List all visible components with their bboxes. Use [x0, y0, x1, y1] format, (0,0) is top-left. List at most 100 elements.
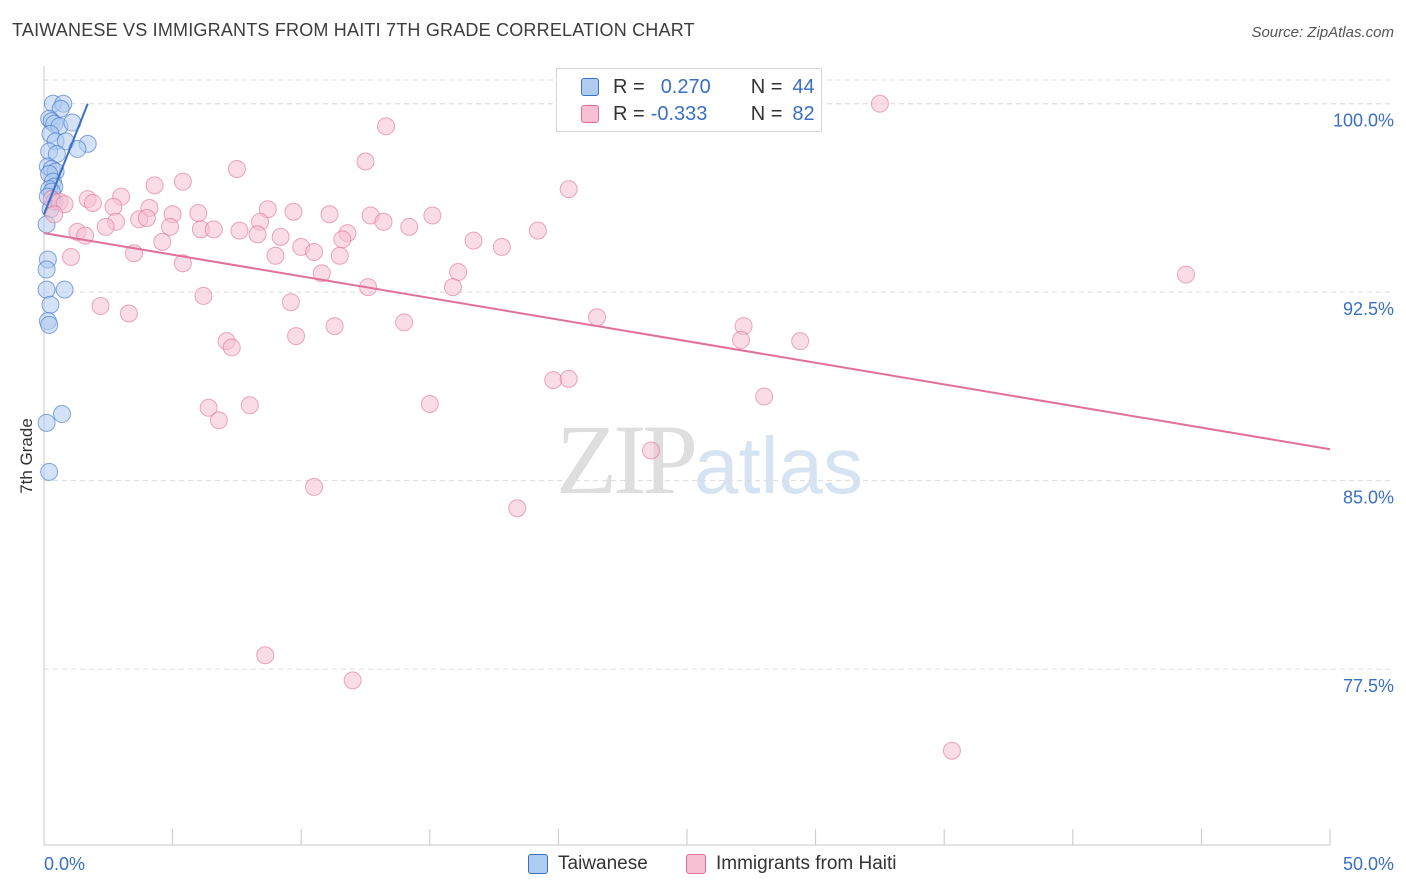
- chart-title: TAIWANESE VS IMMIGRANTS FROM HAITI 7TH G…: [12, 20, 695, 40]
- haiti-point: [343, 671, 362, 690]
- haiti-point: [420, 394, 439, 413]
- taiwanese-point: [41, 295, 60, 314]
- source-credit: Source: ZipAtlas.com: [1251, 24, 1394, 41]
- legend-swatch-haiti: [686, 854, 706, 874]
- haiti-point: [266, 246, 285, 265]
- haiti-point: [199, 398, 218, 417]
- legend-item-taiwanese: Taiwanese: [528, 852, 648, 876]
- taiwanese-point: [37, 413, 56, 432]
- haiti-point: [173, 254, 192, 273]
- haiti-point: [356, 152, 375, 171]
- haiti-point: [209, 411, 228, 430]
- legend-row-taiwanese: R = 0.270 N = 44: [581, 74, 815, 100]
- legend-label-taiwanese: Taiwanese: [558, 853, 648, 874]
- haiti-point: [287, 327, 306, 346]
- haiti-point: [312, 264, 331, 283]
- haiti-point: [137, 209, 156, 228]
- haiti-point: [194, 286, 213, 305]
- haiti-point: [145, 176, 164, 195]
- y-tick-label: 85.0%: [1343, 488, 1394, 508]
- haiti-point: [305, 242, 324, 261]
- haiti-point: [528, 221, 547, 240]
- haiti-point: [374, 212, 393, 231]
- haiti-point: [1176, 265, 1195, 284]
- legend-n-value: 44: [792, 75, 815, 98]
- y-tick-label: 100.0%: [1333, 111, 1394, 131]
- haiti-point: [443, 278, 462, 297]
- haiti-point: [222, 338, 241, 357]
- haiti-trend-line: [43, 232, 1331, 451]
- legend-n-label: N =: [750, 102, 783, 125]
- haiti-point: [492, 237, 511, 256]
- watermark: ZIPatlas: [556, 402, 863, 517]
- haiti-point: [732, 330, 751, 349]
- y-tick-label: 77.5%: [1343, 676, 1394, 696]
- x-tick-label: 50.0%: [1343, 854, 1394, 874]
- haiti-point: [325, 317, 344, 336]
- legend-n-label: N =: [750, 75, 783, 98]
- legend-r-value: 0.270: [660, 75, 711, 98]
- taiwanese-point: [37, 260, 56, 279]
- haiti-point: [423, 206, 442, 225]
- legend-r-label: R =: [613, 75, 645, 98]
- haiti-point: [333, 230, 352, 249]
- haiti-point: [544, 371, 563, 390]
- taiwanese-point: [40, 462, 59, 481]
- haiti-point: [281, 293, 300, 312]
- haiti-point: [330, 246, 349, 265]
- haiti-point: [464, 231, 483, 250]
- legend-swatch-taiwanese: [581, 78, 599, 96]
- legend-swatch-haiti: [581, 105, 599, 123]
- haiti-point: [83, 193, 102, 212]
- haiti-point: [942, 741, 961, 760]
- y-axis-label: 7th Grade: [17, 418, 36, 494]
- haiti-point: [320, 205, 339, 224]
- haiti-point: [870, 94, 889, 113]
- haiti-point: [230, 221, 249, 240]
- haiti-point: [559, 369, 578, 388]
- stats-legend: R = 0.270 N = 44 R = -0.333 N = 82: [556, 68, 822, 132]
- haiti-point: [248, 225, 267, 244]
- haiti-point: [284, 202, 303, 221]
- taiwanese-point: [53, 405, 72, 424]
- haiti-point: [91, 296, 110, 315]
- haiti-point: [395, 313, 414, 332]
- haiti-point: [104, 197, 123, 216]
- haiti-point: [119, 304, 138, 323]
- taiwanese-point: [40, 315, 59, 334]
- haiti-point: [508, 499, 527, 518]
- haiti-point: [587, 308, 606, 327]
- haiti-point: [377, 117, 396, 136]
- haiti-point: [559, 180, 578, 199]
- haiti-point: [400, 217, 419, 236]
- haiti-point: [755, 387, 774, 406]
- taiwanese-point: [55, 280, 74, 299]
- haiti-point: [45, 205, 64, 224]
- haiti-point: [791, 332, 810, 351]
- haiti-point: [305, 477, 324, 496]
- haiti-point: [96, 217, 115, 236]
- taiwanese-point: [37, 280, 56, 299]
- watermark-atlas: atlas: [694, 421, 863, 510]
- legend-r-label: R =: [613, 102, 645, 125]
- taiwanese-trend-line: [43, 103, 89, 215]
- taiwanese-point: [51, 99, 70, 118]
- haiti-point: [161, 217, 180, 236]
- legend-r-value: -0.333: [650, 102, 708, 125]
- haiti-point: [240, 396, 259, 415]
- haiti-point: [173, 172, 192, 191]
- haiti-point: [227, 160, 246, 179]
- haiti-point: [204, 220, 223, 239]
- legend-n-value: 82: [792, 102, 815, 125]
- x-tick-label: 0.0%: [44, 854, 85, 874]
- legend-row-haiti: R = -0.333 N = 82: [581, 101, 815, 127]
- haiti-point: [641, 441, 660, 460]
- legend-item-haiti: Immigrants from Haiti: [686, 852, 897, 876]
- watermark-zip: ZIP: [556, 404, 698, 515]
- haiti-point: [62, 247, 81, 266]
- haiti-point: [449, 263, 468, 282]
- y-tick-label: 92.5%: [1343, 299, 1394, 319]
- haiti-point: [189, 204, 208, 223]
- legend-swatch-taiwanese: [528, 854, 548, 874]
